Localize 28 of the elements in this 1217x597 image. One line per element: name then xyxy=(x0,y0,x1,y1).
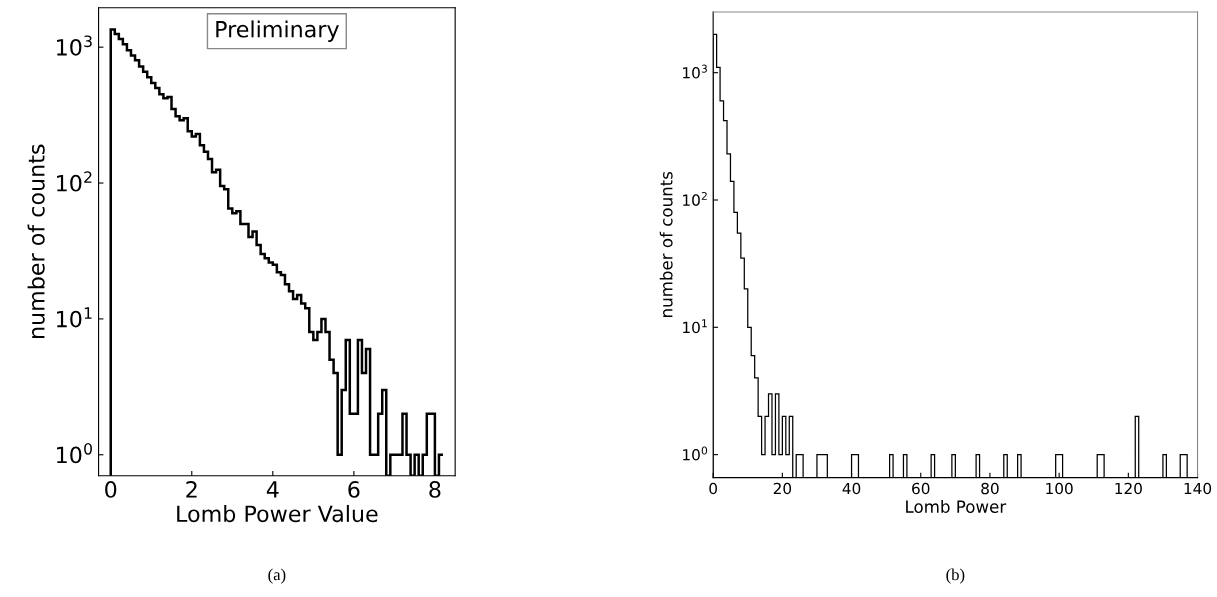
x-tick-label: 140 xyxy=(1184,482,1212,495)
x-tick-label: 6 xyxy=(348,481,360,498)
x-tick-label: 2 xyxy=(186,481,197,498)
annotation: Preliminary xyxy=(216,20,339,42)
y-axis-title: number of counts xyxy=(27,144,45,339)
y-tick-label: 10$^{3}$ xyxy=(683,64,707,79)
x-tick-label: 60 xyxy=(912,482,930,495)
y-tick-label: 10$^{1}$ xyxy=(57,307,92,328)
x-tick-label: 120 xyxy=(1115,482,1142,495)
y-axis-title: number of counts xyxy=(659,171,673,317)
x-tick-label: 0 xyxy=(709,482,718,495)
y-tick-label: 10$^{0}$ xyxy=(683,446,708,461)
y-tick-label: 10$^{3}$ xyxy=(57,35,92,56)
y-tick-label: 10$^{1}$ xyxy=(683,319,707,334)
x-tick-label: 20 xyxy=(773,482,792,495)
x-tick-label: 0 xyxy=(105,481,117,498)
x-axis-title: Lomb Power xyxy=(906,500,1007,513)
x-tick-label: 100 xyxy=(1046,482,1073,495)
y-tick-label: 10$^{0}$ xyxy=(57,442,92,464)
x-axis-title: Lomb Power Value xyxy=(177,504,378,523)
text: (b) xyxy=(946,568,965,584)
y-tick-label: 10$^{2}$ xyxy=(57,171,92,192)
x-tick-label: 4 xyxy=(266,481,279,498)
x-tick-label: 8 xyxy=(429,481,441,498)
x-tick-label: 80 xyxy=(981,482,999,495)
x-tick-label: 40 xyxy=(842,482,861,495)
y-tick-label: 10$^{2}$ xyxy=(683,191,707,206)
text: (a) xyxy=(268,568,286,584)
